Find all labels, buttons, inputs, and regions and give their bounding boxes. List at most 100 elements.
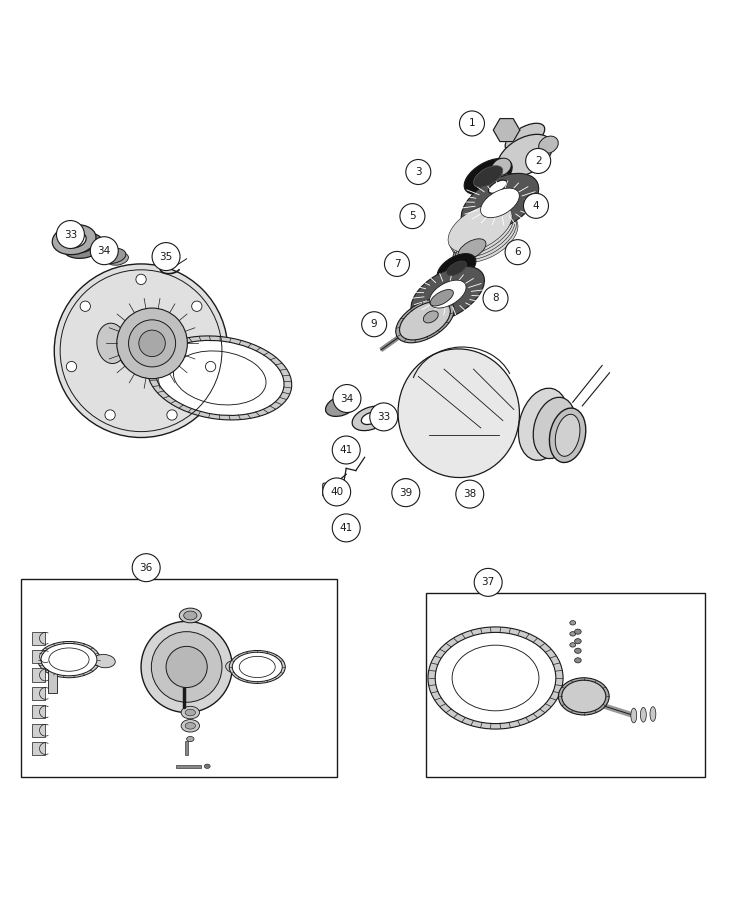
Ellipse shape: [431, 290, 453, 306]
Ellipse shape: [97, 323, 127, 364]
Ellipse shape: [505, 123, 545, 151]
Bar: [32, 632, 45, 645]
Ellipse shape: [640, 707, 646, 722]
Circle shape: [54, 264, 227, 437]
Bar: [21, 579, 337, 778]
Ellipse shape: [396, 298, 454, 343]
Ellipse shape: [455, 220, 491, 248]
Ellipse shape: [52, 225, 96, 255]
Text: 38: 38: [463, 489, 476, 500]
Circle shape: [505, 239, 530, 265]
Ellipse shape: [352, 406, 389, 430]
Ellipse shape: [555, 414, 580, 456]
Bar: [32, 706, 45, 718]
Text: 37: 37: [482, 578, 495, 588]
FancyBboxPatch shape: [322, 483, 340, 496]
Ellipse shape: [437, 254, 476, 284]
Ellipse shape: [100, 248, 126, 264]
Ellipse shape: [458, 238, 486, 260]
Text: 41: 41: [339, 445, 353, 455]
Ellipse shape: [488, 180, 507, 194]
Ellipse shape: [107, 252, 128, 266]
Ellipse shape: [448, 203, 512, 252]
Ellipse shape: [429, 280, 466, 308]
Text: 5: 5: [409, 212, 416, 221]
Ellipse shape: [497, 134, 553, 177]
Circle shape: [406, 159, 431, 184]
Circle shape: [80, 302, 90, 311]
Circle shape: [136, 274, 146, 284]
Text: 34: 34: [340, 393, 353, 403]
Ellipse shape: [185, 723, 196, 729]
Ellipse shape: [398, 349, 519, 478]
Text: 39: 39: [399, 488, 413, 498]
Circle shape: [362, 311, 387, 337]
Ellipse shape: [226, 661, 247, 673]
Text: 41: 41: [339, 523, 353, 533]
Ellipse shape: [650, 706, 656, 722]
Bar: [176, 765, 202, 769]
Circle shape: [105, 410, 116, 420]
Ellipse shape: [181, 719, 199, 732]
Ellipse shape: [41, 644, 97, 676]
Ellipse shape: [491, 158, 511, 176]
Ellipse shape: [549, 408, 586, 463]
Ellipse shape: [464, 158, 512, 194]
Ellipse shape: [451, 209, 515, 257]
Circle shape: [67, 362, 76, 372]
Ellipse shape: [205, 764, 210, 769]
Ellipse shape: [239, 656, 275, 678]
Ellipse shape: [452, 645, 539, 711]
Ellipse shape: [461, 174, 539, 232]
Ellipse shape: [93, 654, 116, 668]
Ellipse shape: [450, 206, 514, 255]
Bar: [32, 650, 45, 663]
Ellipse shape: [62, 233, 103, 258]
Bar: [32, 687, 45, 700]
Ellipse shape: [428, 627, 563, 729]
Ellipse shape: [38, 642, 100, 678]
Text: 4: 4: [533, 201, 539, 211]
Circle shape: [192, 302, 202, 311]
Circle shape: [385, 251, 410, 276]
Circle shape: [205, 362, 216, 372]
Circle shape: [332, 436, 360, 464]
Bar: [425, 593, 705, 778]
Ellipse shape: [570, 643, 576, 647]
Ellipse shape: [574, 629, 581, 634]
Ellipse shape: [435, 633, 556, 724]
Ellipse shape: [399, 302, 451, 340]
Ellipse shape: [447, 261, 467, 275]
Ellipse shape: [454, 214, 518, 262]
Ellipse shape: [574, 648, 581, 653]
Circle shape: [456, 481, 484, 508]
Ellipse shape: [117, 320, 179, 374]
Ellipse shape: [184, 611, 197, 620]
Circle shape: [56, 220, 84, 248]
Ellipse shape: [73, 238, 93, 252]
Ellipse shape: [423, 310, 438, 323]
Circle shape: [128, 320, 176, 367]
Circle shape: [333, 384, 361, 412]
Ellipse shape: [185, 709, 196, 716]
Ellipse shape: [156, 340, 284, 416]
Bar: [185, 741, 188, 755]
Circle shape: [90, 237, 119, 265]
Ellipse shape: [479, 174, 516, 200]
Ellipse shape: [559, 678, 609, 715]
Ellipse shape: [325, 395, 356, 417]
Ellipse shape: [473, 166, 502, 187]
Ellipse shape: [329, 393, 360, 414]
Ellipse shape: [574, 658, 581, 663]
Text: 34: 34: [98, 246, 111, 256]
Ellipse shape: [187, 736, 194, 742]
Ellipse shape: [179, 608, 202, 623]
Ellipse shape: [539, 136, 558, 154]
Ellipse shape: [411, 266, 485, 322]
Text: 36: 36: [139, 562, 153, 572]
Text: 3: 3: [415, 167, 422, 177]
Circle shape: [167, 410, 177, 420]
Ellipse shape: [570, 632, 576, 636]
Text: 6: 6: [514, 248, 521, 257]
Text: 33: 33: [377, 412, 391, 422]
